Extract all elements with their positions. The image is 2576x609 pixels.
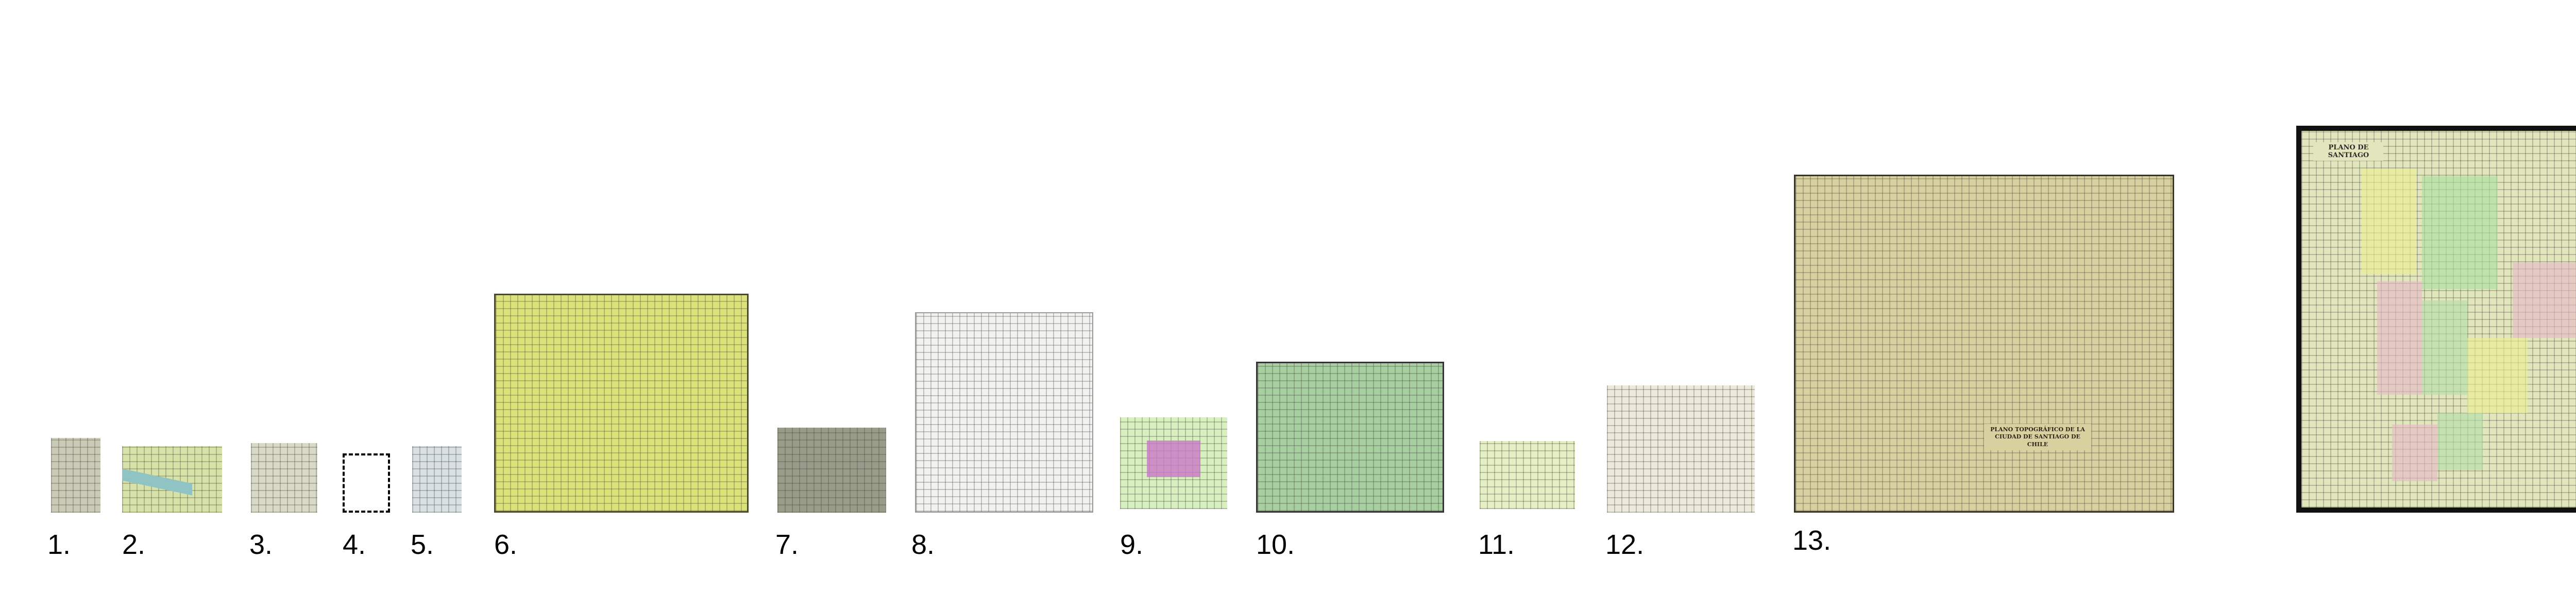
map-13-title: PLANO TOPOGRÁFICO DE LA CIUDAD DE SANTIA…	[1984, 424, 2091, 450]
map-thumbnail-9	[1120, 417, 1227, 509]
map-label-7: 7.	[775, 529, 799, 560]
map-label-6: 6.	[494, 529, 518, 560]
map-thumbnail-12	[1607, 385, 1755, 513]
map-thumbnail-7	[777, 428, 886, 513]
map-thumbnail-10	[1256, 362, 1444, 513]
map-placeholder-4	[343, 453, 390, 513]
map-label-10: 10.	[1256, 529, 1295, 560]
map-label-2: 2.	[122, 529, 146, 560]
map-label-8: 8.	[911, 529, 935, 560]
map-label-5: 5.	[411, 529, 434, 560]
map-label-1: 1.	[47, 529, 71, 560]
map-thumbnail-1	[51, 438, 100, 513]
map-label-9: 9.	[1120, 529, 1144, 560]
map-label-12: 12.	[1605, 529, 1645, 560]
map-thumbnail-11	[1480, 441, 1575, 509]
map-thumbnail-3	[251, 443, 317, 513]
map-thumbnail-8	[915, 312, 1093, 513]
map-label-13: 13.	[1792, 525, 1832, 556]
map-14-title: PLANO DE SANTIAGO	[2313, 142, 2384, 161]
map-thumbnail-13: PLANO TOPOGRÁFICO DE LA CIUDAD DE SANTIA…	[1794, 175, 2174, 513]
map-label-4: 4.	[343, 529, 366, 560]
map-thumbnail-5	[412, 446, 462, 513]
map-thumbnail-14: PLANO DE SANTIAGO	[2296, 126, 2576, 513]
map-label-11: 11.	[1478, 529, 1515, 560]
map-thumbnail-6	[494, 294, 749, 513]
map-thumbnail-2	[122, 446, 222, 513]
map-label-3: 3.	[249, 529, 273, 560]
